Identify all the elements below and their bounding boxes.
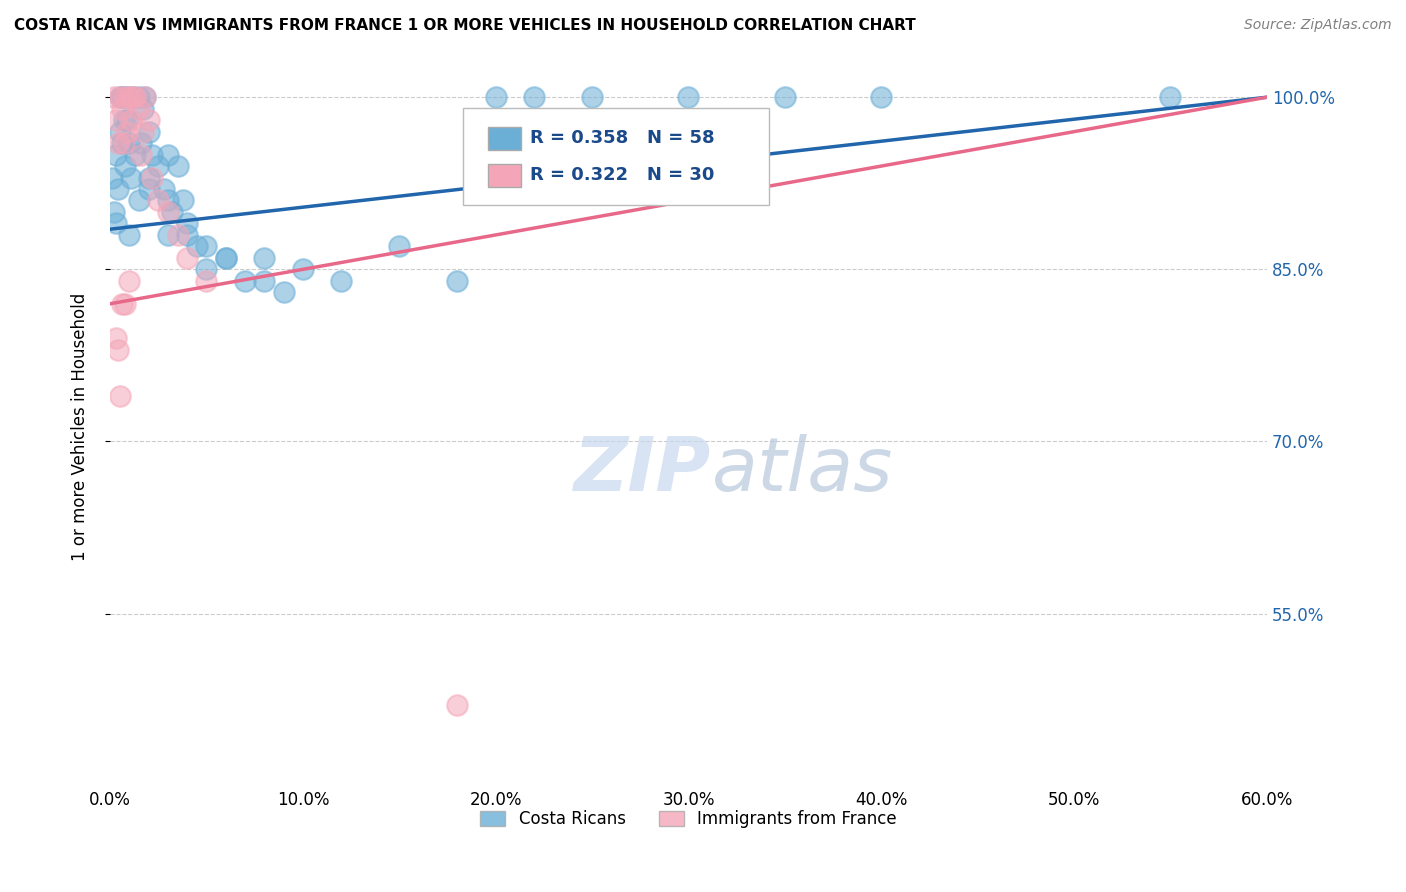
Point	[132, 125, 155, 139]
Point	[128, 90, 150, 104]
Point	[138, 125, 160, 139]
Point	[273, 285, 295, 300]
Point	[114, 159, 136, 173]
FancyBboxPatch shape	[488, 164, 520, 186]
Point	[138, 170, 160, 185]
Point	[330, 274, 353, 288]
Point	[122, 90, 145, 104]
Point	[122, 90, 145, 104]
Point	[120, 113, 142, 128]
Point	[176, 217, 198, 231]
Point	[134, 90, 156, 104]
Point	[141, 147, 163, 161]
Point	[112, 136, 135, 150]
Point	[124, 90, 146, 104]
Point	[870, 90, 893, 104]
Point	[156, 194, 179, 208]
Point	[233, 274, 256, 288]
Point	[678, 90, 700, 104]
Point	[108, 388, 131, 402]
Point	[114, 297, 136, 311]
Point	[156, 227, 179, 242]
Point	[111, 297, 134, 311]
Point	[108, 90, 131, 104]
Point	[1160, 90, 1182, 104]
Legend: Costa Ricans, Immigrants from France: Costa Ricans, Immigrants from France	[474, 804, 904, 835]
Text: ZIP: ZIP	[575, 434, 711, 507]
Point	[128, 194, 150, 208]
Point	[581, 90, 603, 104]
Point	[107, 182, 129, 196]
Point	[104, 113, 127, 128]
Point	[148, 159, 170, 173]
Point	[148, 194, 170, 208]
Point	[195, 239, 218, 253]
Point	[117, 125, 139, 139]
Text: COSTA RICAN VS IMMIGRANTS FROM FRANCE 1 OR MORE VEHICLES IN HOUSEHOLD CORRELATIO: COSTA RICAN VS IMMIGRANTS FROM FRANCE 1 …	[14, 18, 915, 33]
Text: R = 0.358   N = 58: R = 0.358 N = 58	[530, 129, 714, 147]
Point	[176, 251, 198, 265]
Point	[104, 217, 127, 231]
Point	[291, 262, 314, 277]
Y-axis label: 1 or more Vehicles in Household: 1 or more Vehicles in Household	[72, 293, 89, 561]
Point	[111, 90, 134, 104]
Point	[111, 102, 134, 116]
Point	[446, 274, 468, 288]
Point	[166, 159, 188, 173]
Point	[128, 102, 150, 116]
Point	[107, 136, 129, 150]
Point	[107, 343, 129, 357]
Point	[523, 90, 546, 104]
Point	[134, 90, 156, 104]
Point	[215, 251, 238, 265]
Point	[446, 698, 468, 713]
Point	[104, 331, 127, 345]
Point	[118, 274, 141, 288]
Point	[129, 136, 152, 150]
Point	[114, 90, 136, 104]
Point	[773, 90, 796, 104]
Point	[132, 102, 155, 116]
FancyBboxPatch shape	[488, 127, 520, 150]
Point	[117, 113, 139, 128]
Point	[186, 239, 208, 253]
Point	[118, 227, 141, 242]
Point	[103, 205, 125, 219]
Point	[124, 147, 146, 161]
Text: atlas: atlas	[711, 434, 893, 506]
Point	[195, 274, 218, 288]
Point	[160, 205, 183, 219]
Point	[215, 251, 238, 265]
Point	[195, 262, 218, 277]
Point	[118, 90, 141, 104]
Point	[118, 136, 141, 150]
Point	[253, 251, 276, 265]
Point	[129, 147, 152, 161]
FancyBboxPatch shape	[463, 108, 769, 205]
Text: Source: ZipAtlas.com: Source: ZipAtlas.com	[1244, 18, 1392, 32]
Point	[118, 90, 141, 104]
Point	[103, 90, 125, 104]
Point	[485, 90, 508, 104]
Point	[176, 227, 198, 242]
Point	[172, 194, 194, 208]
Point	[156, 205, 179, 219]
Point	[104, 147, 127, 161]
Point	[111, 136, 134, 150]
Point	[108, 90, 131, 104]
Point	[166, 227, 188, 242]
Point	[141, 170, 163, 185]
Point	[120, 170, 142, 185]
Point	[108, 125, 131, 139]
Text: R = 0.322   N = 30: R = 0.322 N = 30	[530, 167, 714, 185]
Point	[112, 113, 135, 128]
Point	[101, 170, 124, 185]
Point	[138, 113, 160, 128]
Point	[114, 90, 136, 104]
Point	[156, 147, 179, 161]
Point	[388, 239, 411, 253]
Point	[138, 182, 160, 196]
Point	[153, 182, 176, 196]
Point	[253, 274, 276, 288]
